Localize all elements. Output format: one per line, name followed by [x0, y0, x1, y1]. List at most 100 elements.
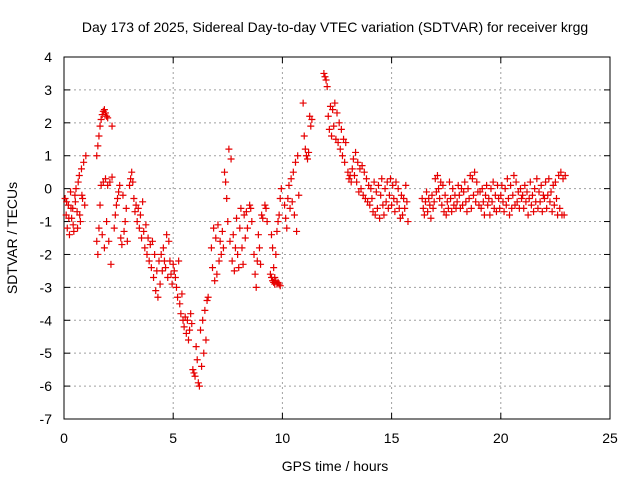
chart-title: Day 173 of 2025, Sidereal Day-to-day VTE… — [82, 19, 588, 35]
data-point — [362, 175, 370, 183]
data-point — [214, 221, 222, 229]
data-point — [486, 211, 494, 219]
data-point — [142, 221, 150, 229]
data-point — [267, 273, 275, 281]
data-point — [259, 214, 267, 222]
data-point — [96, 201, 104, 209]
data-point — [242, 208, 250, 216]
data-point — [216, 237, 224, 245]
x-tick-label: 15 — [384, 430, 400, 446]
data-point — [215, 257, 223, 265]
data-point — [389, 181, 397, 189]
x-tick-label: 25 — [602, 430, 618, 446]
data-point — [508, 204, 516, 212]
data-point — [472, 198, 480, 206]
data-point — [542, 178, 550, 186]
data-point — [453, 198, 461, 206]
data-point — [192, 343, 200, 351]
data-point — [123, 237, 131, 245]
data-point — [543, 204, 551, 212]
data-point — [136, 211, 144, 219]
data-point — [65, 231, 73, 239]
data-point — [94, 250, 102, 258]
data-point — [504, 195, 512, 203]
data-point — [72, 185, 80, 193]
data-point — [299, 99, 307, 107]
data-point — [535, 188, 543, 196]
data-point — [111, 211, 119, 219]
data-point — [118, 241, 126, 249]
data-point — [392, 178, 400, 186]
data-point — [435, 185, 443, 193]
data-point — [236, 224, 244, 232]
data-point — [119, 191, 127, 199]
data-point — [371, 211, 379, 219]
data-point — [241, 234, 249, 242]
data-point — [357, 185, 365, 193]
data-point — [276, 282, 284, 290]
data-point — [518, 195, 526, 203]
data-point — [174, 293, 182, 301]
data-point — [272, 250, 280, 258]
data-point — [193, 356, 201, 364]
data-point — [159, 244, 167, 252]
data-point — [484, 201, 492, 209]
data-point — [98, 231, 106, 239]
data-point — [502, 201, 510, 209]
data-point — [358, 162, 366, 170]
data-point — [394, 185, 402, 193]
y-axis-label: SDTVAR / TECUs — [4, 182, 20, 294]
data-point — [471, 168, 479, 176]
data-point — [263, 218, 271, 226]
data-point — [230, 267, 238, 275]
data-point — [455, 191, 463, 199]
data-point — [63, 224, 71, 232]
data-point — [199, 316, 207, 324]
data-point — [381, 185, 389, 193]
data-point — [77, 165, 85, 173]
data-point — [237, 204, 245, 212]
y-tick-label: -7 — [40, 411, 53, 427]
data-point — [234, 250, 242, 258]
data-point — [231, 244, 239, 252]
data-point — [71, 198, 79, 206]
data-point — [479, 198, 487, 206]
data-point — [150, 273, 158, 281]
data-points — [61, 69, 569, 390]
data-point — [152, 287, 160, 295]
data-point — [175, 257, 183, 265]
data-point — [402, 181, 410, 189]
data-point — [324, 112, 332, 120]
data-point — [76, 218, 84, 226]
data-point — [203, 297, 211, 305]
data-point — [287, 175, 295, 183]
data-point — [139, 198, 147, 206]
data-point — [131, 208, 139, 216]
data-point — [295, 191, 303, 199]
data-point — [147, 264, 155, 272]
data-point — [353, 178, 361, 186]
data-point — [140, 227, 148, 235]
data-point — [170, 267, 178, 275]
data-point — [467, 204, 475, 212]
data-point — [503, 175, 511, 183]
data-point — [273, 227, 281, 235]
y-tick-label: 3 — [44, 82, 52, 98]
data-point — [545, 175, 553, 183]
data-point — [447, 195, 455, 203]
data-point — [105, 237, 113, 245]
data-point — [430, 198, 438, 206]
data-point — [197, 326, 204, 334]
data-point — [501, 185, 509, 193]
data-point — [101, 109, 109, 117]
data-point — [519, 191, 527, 199]
data-point — [399, 211, 407, 219]
data-point — [387, 175, 395, 183]
data-point — [129, 178, 137, 186]
data-point — [544, 191, 552, 199]
data-point — [189, 366, 197, 374]
data-point — [350, 171, 358, 179]
data-point — [219, 244, 227, 252]
data-point — [222, 178, 230, 186]
data-point — [536, 198, 544, 206]
